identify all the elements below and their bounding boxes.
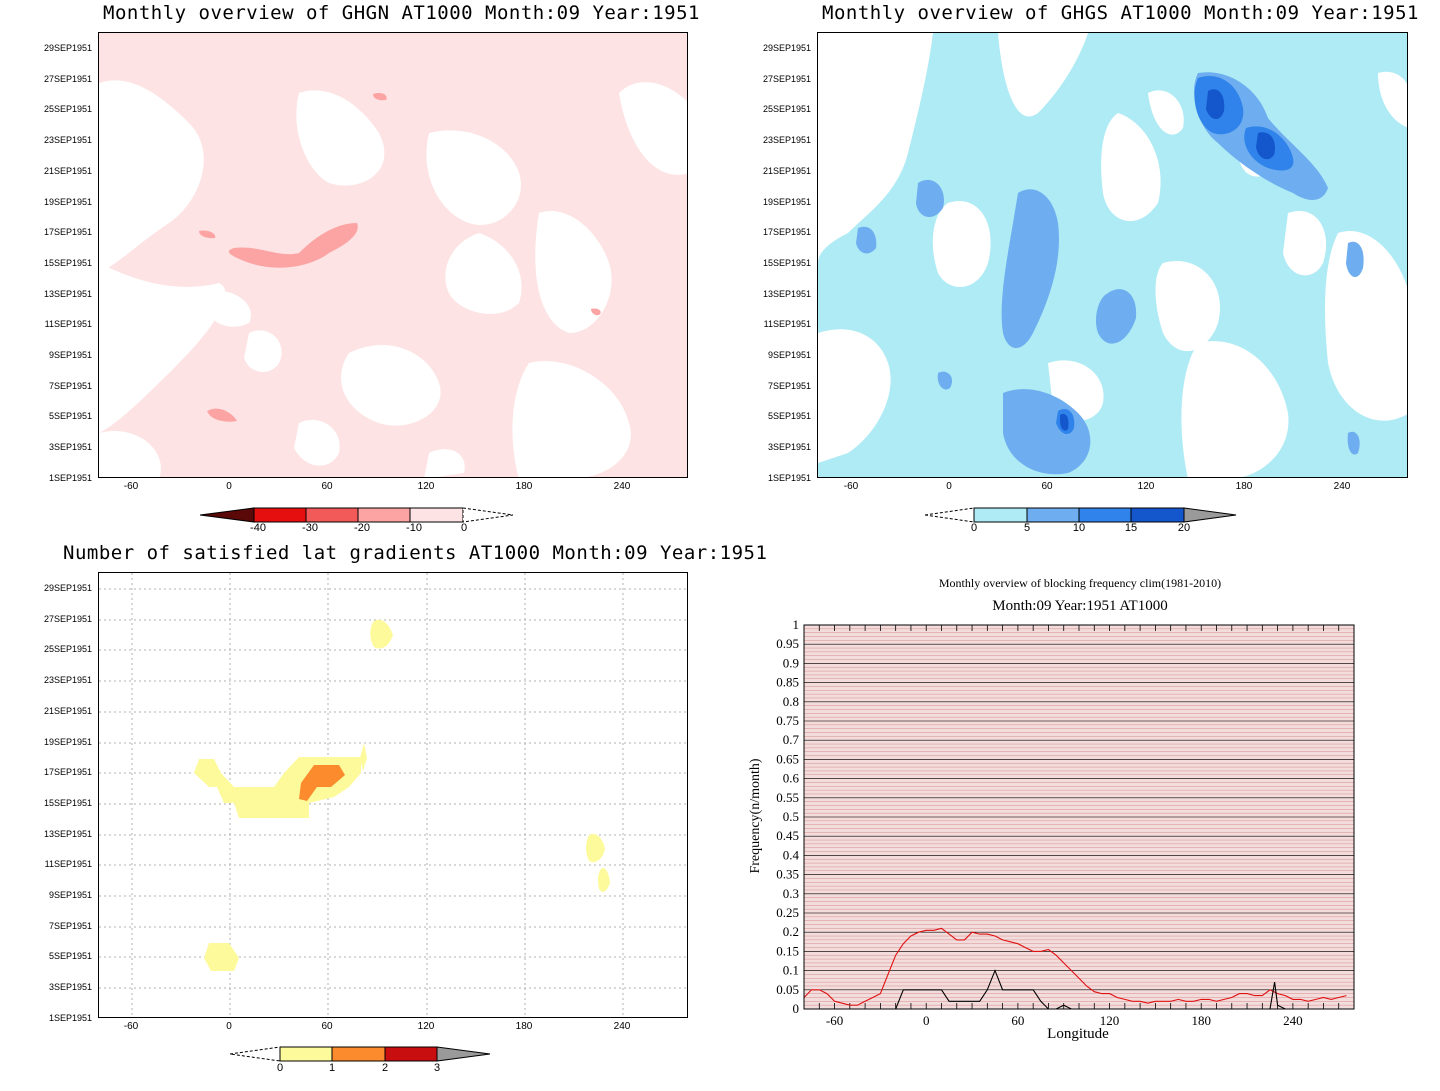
y-tick-label: 0.75 <box>776 713 799 728</box>
ghgs-level-15 <box>1060 89 1276 431</box>
ghgs-heatmap <box>818 33 1407 477</box>
y-tick-label: 0.65 <box>776 751 799 766</box>
plot-frame <box>803 624 1355 1010</box>
ghgn-background-regions <box>99 80 687 477</box>
y-tick-label: 0.05 <box>776 982 799 997</box>
y-tick-label: 0.85 <box>776 675 799 690</box>
y-tick-label: 0.9 <box>783 655 799 670</box>
gradients-title: Number of satisfied lat gradients AT1000… <box>63 542 768 564</box>
y-tick-label: 0.25 <box>776 905 799 920</box>
blocking-subtitle: Month:09 Year:1951 AT1000 <box>992 598 1168 614</box>
ghgn-level-minus10 <box>199 92 601 422</box>
y-tick-label: 0.55 <box>776 790 799 805</box>
x-tick-label: 180 <box>1191 1013 1211 1028</box>
y-tick-label: 0.8 <box>783 694 799 709</box>
x-tick-label: 120 <box>1100 1013 1120 1028</box>
gradients-level-2 <box>299 765 345 801</box>
gradients-heatmap <box>99 573 687 1017</box>
y-tick-label: 0.15 <box>776 943 799 958</box>
x-tick-label: -60 <box>826 1013 843 1028</box>
x-tick-label: 240 <box>1283 1013 1303 1028</box>
ghgn-heatmap <box>99 33 687 477</box>
y-tick-label: 0.3 <box>783 886 799 901</box>
y-tick-label: 0.45 <box>776 828 799 843</box>
blocking-title: Monthly overview of blocking frequency c… <box>938 576 1222 590</box>
y-tick-label: 0.1 <box>783 963 799 978</box>
gradients-grid <box>99 573 687 1017</box>
y-tick-label: 0.95 <box>776 636 799 651</box>
blocking-xlabel: Longitude <box>1047 1026 1109 1042</box>
y-tick-label: 0.5 <box>783 809 799 824</box>
series-line-0 <box>803 927 1347 1006</box>
x-tick-label: 60 <box>1011 1013 1024 1028</box>
gradients-level-1 <box>194 619 610 971</box>
y-tick-label: 0.2 <box>783 924 799 939</box>
ghgn-plot-area <box>98 32 688 478</box>
y-tick-label: 0.6 <box>783 771 800 786</box>
ghgs-title: Monthly overview of GHGS AT1000 Month:09… <box>822 2 1419 24</box>
ghgn-colorbar <box>200 507 514 523</box>
x-tick-label: 0 <box>923 1013 930 1028</box>
y-tick-label: 0.7 <box>783 732 800 747</box>
ghgs-plot-area <box>817 32 1408 478</box>
ghgs-colorbar <box>925 507 1237 523</box>
y-tick-label: 0.35 <box>776 867 799 882</box>
y-tick-label: 1 <box>793 617 800 632</box>
ghgn-title: Monthly overview of GHGN AT1000 Month:09… <box>103 2 700 24</box>
y-tick-label: 0 <box>793 1001 800 1016</box>
gradients-plot-area <box>98 572 688 1018</box>
y-tick-label: 0.4 <box>783 847 800 862</box>
blocking-line-chart: 0 0.05 0.1 0.15 0.2 0.25 0.3 0.35 0.4 0.45 0.5 0.55… <box>776 617 1355 1028</box>
gradients-colorbar <box>230 1046 491 1062</box>
